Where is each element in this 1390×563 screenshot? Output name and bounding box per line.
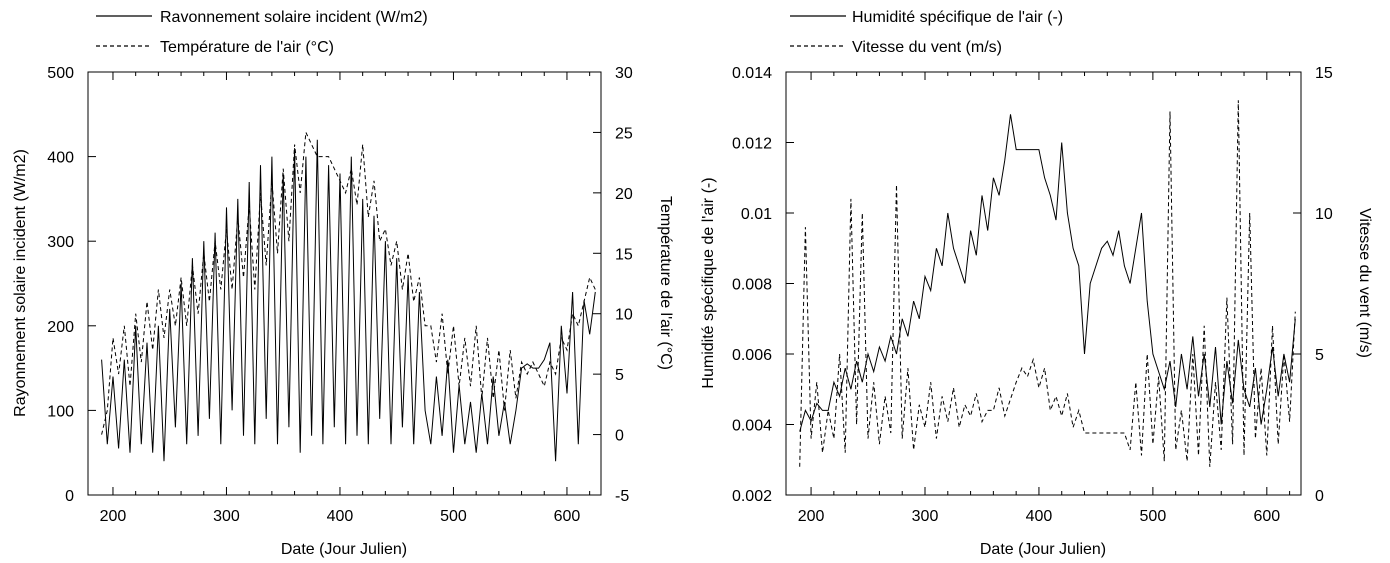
y-tick-label: 0.002 <box>732 488 772 505</box>
y-tick-label: 0.004 <box>732 418 772 435</box>
y2-axis-label: Température de l'air (°C) <box>657 196 674 370</box>
y2-tick-label: 5 <box>1315 347 1324 364</box>
y2-tick-label: 10 <box>1315 206 1333 223</box>
y-tick-label: 500 <box>47 65 74 82</box>
y2-tick-label: 0 <box>615 428 624 445</box>
x-tick-label: 300 <box>213 508 240 525</box>
series-line-right-axis <box>101 130 596 435</box>
plot-frame <box>785 71 1302 496</box>
legend: Humidité spécifique de l'air (-) Vitesse… <box>790 9 1063 56</box>
y-tick-label: 0.012 <box>732 136 772 153</box>
y-tick-label: 300 <box>47 234 74 251</box>
y-tick-label: 0.01 <box>741 206 772 223</box>
x-axis-label: Date (Jour Julien) <box>281 541 407 558</box>
x-tick-label: 400 <box>1026 508 1053 525</box>
chart-solar-temperature: Ravonnement solaire incident (W/m2) Temp… <box>12 9 674 558</box>
series-line-left-axis <box>799 114 1296 432</box>
y2-tick-label: 10 <box>615 307 633 324</box>
y-tick-label: 0.008 <box>732 277 772 294</box>
y2-tick-label: 20 <box>615 186 633 203</box>
x-axis-label: Date (Jour Julien) <box>980 541 1106 558</box>
y2-tick-label: 25 <box>615 125 633 142</box>
x-tick-label: 200 <box>100 508 127 525</box>
series-lines <box>101 130 596 462</box>
y2-tick-label: -5 <box>615 488 629 505</box>
x-tick-label: 500 <box>440 508 467 525</box>
chart-humidity-wind: Humidité spécifique de l'air (-) Vitesse… <box>700 9 1373 558</box>
y-axis-label: Humidité spécifique de l'air (-) <box>700 177 717 388</box>
x-tick-label: 600 <box>554 508 581 525</box>
x-tick-label: 500 <box>1140 508 1167 525</box>
y2-axis-label: Vitesse du vent (m/s) <box>1356 208 1373 358</box>
y-tick-label: 0 <box>65 488 74 505</box>
y-tick-label: 100 <box>47 403 74 420</box>
y-tick-label: 400 <box>47 150 74 167</box>
axis-ticks: 200 300 400 500 600 0.002 0.004 0.006 0.008 0.01 0… <box>732 65 1333 525</box>
y-tick-label: 200 <box>47 319 74 336</box>
y2-tick-label: 0 <box>1315 488 1324 505</box>
legend-label-wind: Vitesse du vent (m/s) <box>852 39 1002 56</box>
y2-tick-label: 15 <box>615 246 633 263</box>
y-tick-label: 0.014 <box>732 65 772 82</box>
legend: Ravonnement solaire incident (W/m2) Temp… <box>96 9 428 56</box>
x-tick-label: 400 <box>327 508 354 525</box>
y2-tick-label: 30 <box>615 65 633 82</box>
legend-label-temperature: Température de l'air (°C) <box>160 39 334 56</box>
series-line-left-axis <box>101 139 596 462</box>
legend-label-humidity: Humidité spécifique de l'air (-) <box>852 9 1063 26</box>
x-tick-label: 300 <box>912 508 939 525</box>
legend-label-solar: Ravonnement solaire incident (W/m2) <box>160 9 428 26</box>
x-tick-label: 200 <box>798 508 825 525</box>
y-axis-label: Rayonnement solaire incident (W/m2) <box>12 149 29 417</box>
plot-frame <box>87 71 602 496</box>
x-tick-label: 600 <box>1253 508 1280 525</box>
y-tick-label: 0.006 <box>732 347 772 364</box>
series-lines <box>799 100 1296 467</box>
y2-tick-label: 15 <box>1315 65 1333 82</box>
axis-ticks: 200 300 400 500 600 0 100 200 300 400 500 -5 0 5 10 15 2… <box>47 65 633 525</box>
series-line-right-axis <box>799 100 1296 467</box>
y2-tick-label: 5 <box>615 367 624 384</box>
